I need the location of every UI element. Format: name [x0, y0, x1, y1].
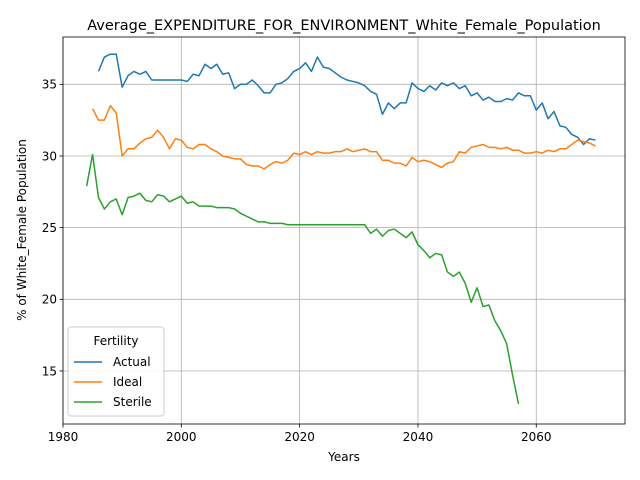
series-lines — [85, 53, 596, 405]
y-tick-label: 25 — [42, 221, 57, 235]
y-tick-label: 30 — [42, 149, 57, 163]
chart-title: Average_EXPENDITURE_FOR_ENVIRONMENT_Whit… — [87, 18, 601, 34]
y-axis-label: % of White_Female Population — [15, 139, 29, 321]
y-axis-ticks: 15 20 25 30 35 — [42, 78, 63, 378]
x-tick-label: 1980 — [48, 430, 79, 444]
legend: Fertility Actual Ideal Sterile — [67, 326, 165, 417]
legend-title: Fertility — [93, 334, 138, 348]
x-axis-label: Years — [327, 450, 360, 464]
series-line-ideal — [91, 105, 596, 170]
legend-label-sterile: Sterile — [113, 395, 152, 409]
series-line-actual — [97, 53, 596, 146]
x-tick-label: 2020 — [284, 430, 315, 444]
x-tick-label: 2060 — [521, 430, 552, 444]
legend-label-actual: Actual — [113, 355, 151, 369]
plot-frame — [62, 36, 626, 425]
legend-entries: Actual Ideal Sterile — [74, 355, 152, 409]
y-tick-label: 35 — [42, 78, 57, 92]
series-line-sterile — [85, 153, 520, 405]
x-tick-label: 2000 — [166, 430, 197, 444]
y-tick-label: 20 — [42, 293, 57, 307]
legend-label-ideal: Ideal — [113, 375, 142, 389]
x-tick-label: 2040 — [403, 430, 434, 444]
x-axis-ticks: 1980 2000 2020 2040 2060 — [48, 424, 552, 444]
y-tick-label: 15 — [42, 364, 57, 378]
legend-box — [67, 326, 165, 417]
